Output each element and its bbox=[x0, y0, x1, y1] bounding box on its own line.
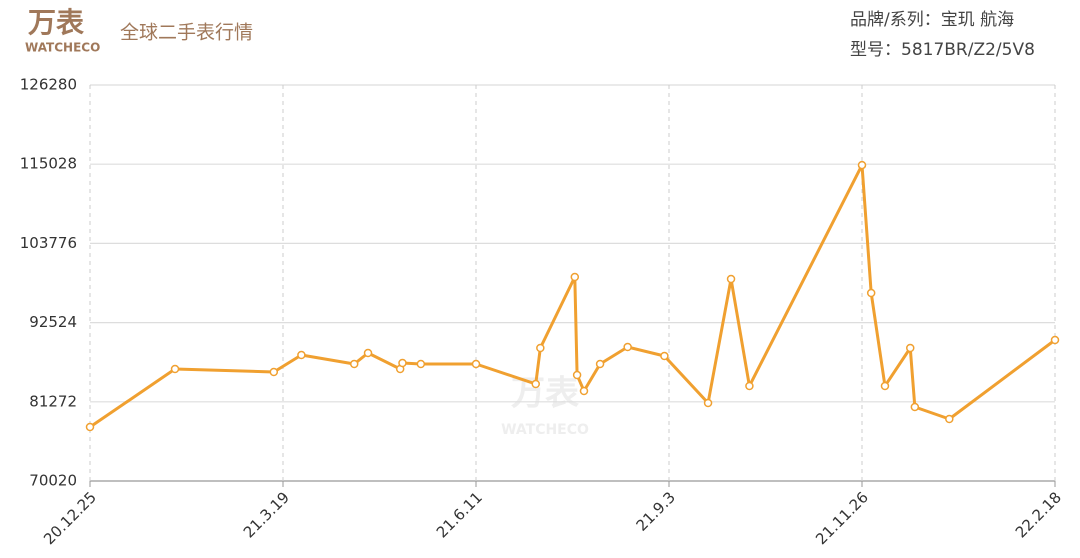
y-tick-label: 70020 bbox=[29, 472, 77, 490]
point bbox=[910, 402, 920, 412]
logo: 万表 bbox=[28, 6, 84, 39]
point bbox=[170, 364, 180, 374]
point bbox=[297, 350, 306, 360]
point bbox=[660, 351, 669, 361]
x-tick-label: 21.11.26 bbox=[812, 488, 872, 548]
point bbox=[906, 343, 915, 353]
x-tick-label: 22.2.18 bbox=[1012, 488, 1065, 541]
x-tick-label: 21.9.3 bbox=[633, 488, 679, 534]
y-tick-label: 126280 bbox=[20, 76, 77, 94]
y-tick-label: 115028 bbox=[20, 155, 77, 173]
y-tick-label: 103776 bbox=[20, 234, 77, 252]
point bbox=[269, 367, 279, 377]
x-tick-label: 21.3.19 bbox=[240, 488, 293, 541]
point bbox=[570, 272, 580, 282]
point bbox=[398, 358, 407, 368]
point bbox=[703, 398, 713, 408]
point bbox=[726, 274, 736, 284]
point bbox=[579, 386, 589, 396]
brand: 品牌/系列：宝玑 航海 bbox=[850, 10, 1014, 30]
x-tick-label: 21.6.11 bbox=[433, 488, 486, 541]
point bbox=[623, 342, 632, 352]
y-tick-label: 92524 bbox=[29, 313, 77, 331]
watermark-sub: WATCHECO bbox=[501, 422, 589, 438]
model: 型号：5817BR/Z2/5V8 bbox=[850, 40, 1035, 60]
x-tick-label: 20.12.25 bbox=[40, 488, 100, 548]
chart-title: 全球二手表行情 bbox=[120, 22, 253, 44]
y-tick-label: 81272 bbox=[29, 392, 77, 410]
point bbox=[595, 359, 605, 369]
point bbox=[572, 370, 582, 380]
point bbox=[349, 359, 359, 369]
point bbox=[945, 414, 954, 424]
point bbox=[866, 288, 876, 298]
point bbox=[857, 160, 867, 170]
point bbox=[531, 379, 540, 389]
point bbox=[416, 359, 426, 369]
logo-sub: WATCHECO bbox=[25, 41, 100, 55]
point bbox=[536, 343, 545, 353]
point bbox=[471, 359, 481, 369]
point bbox=[1050, 335, 1060, 345]
price-line bbox=[89, 163, 1056, 429]
point bbox=[745, 381, 754, 391]
point bbox=[85, 422, 95, 432]
point bbox=[880, 381, 890, 391]
point bbox=[363, 348, 373, 358]
